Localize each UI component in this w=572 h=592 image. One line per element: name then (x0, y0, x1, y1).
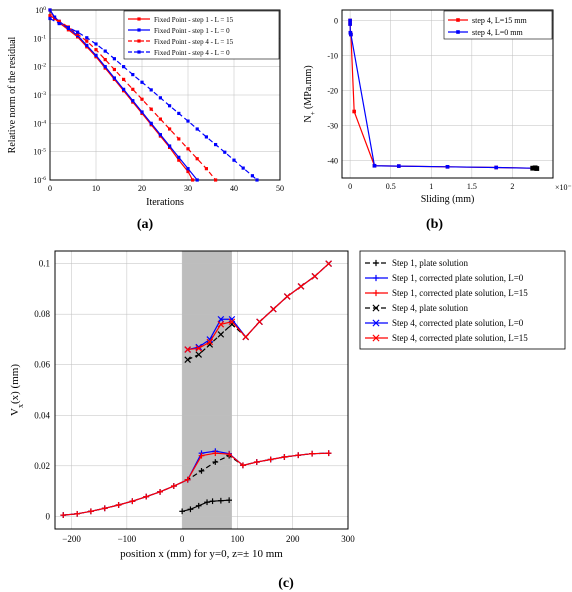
svg-text:100: 100 (35, 6, 46, 15)
svg-text:20: 20 (138, 184, 146, 193)
svg-text:−100: −100 (118, 534, 137, 544)
svg-text:10-2: 10-2 (33, 63, 46, 72)
svg-text:300: 300 (341, 534, 355, 544)
svg-text:0.08: 0.08 (34, 309, 50, 319)
svg-text:×10⁻²: ×10⁻² (555, 183, 572, 192)
svg-text:10-5: 10-5 (33, 148, 46, 157)
svg-text:1: 1 (429, 182, 433, 191)
panel-b: 0 0.5 1 1.5 2 0 -10 -20 -30 -40 Sliding (mm) ×10⁻² N… (297, 0, 572, 233)
figure: 0102030405010-610-510-410-310-210-1100It… (0, 0, 572, 592)
svg-text:10-6: 10-6 (33, 176, 46, 185)
svg-text:40: 40 (230, 184, 238, 193)
svg-text:0.5: 0.5 (386, 182, 396, 191)
svg-text:Step 4, corrected plate soluti: Step 4, corrected plate solution, L=15 (392, 333, 528, 343)
svg-text:0: 0 (48, 184, 52, 193)
chart-c: −200 −100 0 100 200 300 0 0.02 0.04 0.06 0.08 0.1 po… (0, 239, 572, 569)
svg-text:0.02: 0.02 (34, 461, 50, 471)
svg-text:Relative norm of the residual: Relative norm of the residual (7, 36, 18, 153)
caption-b: (b) (297, 217, 572, 233)
svg-text:10: 10 (92, 184, 100, 193)
panel-c: −200 −100 0 100 200 300 0 0.02 0.04 0.06 0.08 0.1 po… (0, 239, 572, 592)
svg-text:0.04: 0.04 (34, 410, 50, 420)
svg-text:Step 1, corrected plate soluti: Step 1, corrected plate solution, L=15 (392, 288, 528, 298)
svg-text:100: 100 (231, 534, 245, 544)
svg-text:Fixed Point - step 1 - L = 0: Fixed Point - step 1 - L = 0 (154, 27, 230, 35)
svg-text:0: 0 (348, 182, 352, 191)
svg-text:0: 0 (180, 534, 185, 544)
chart-a: 0 10 20 30 40 50 10-6 10-5 10-4 10-3 10-2 10-1 100 It… (0, 0, 290, 210)
svg-text:Vx(x) (mm): Vx(x) (mm) (9, 364, 25, 416)
svg-text:200: 200 (286, 534, 300, 544)
svg-text:Iterations: Iterations (146, 197, 184, 208)
svg-text:−200: −200 (62, 534, 81, 544)
svg-text:-20: -20 (327, 87, 338, 96)
svg-text:Step 1, corrected plate soluti: Step 1, corrected plate solution, L=0 (392, 273, 524, 283)
svg-text:0.06: 0.06 (34, 360, 50, 370)
svg-text:50: 50 (276, 184, 284, 193)
svg-text:Fixed Point - step 4 - L = 15: Fixed Point - step 4 - L = 15 (154, 38, 234, 46)
svg-text:N+ (MPa.mm): N+ (MPa.mm) (303, 65, 317, 122)
svg-text:-40: -40 (327, 157, 338, 166)
caption-c: (c) (0, 576, 572, 592)
svg-text:Sliding (mm): Sliding (mm) (421, 194, 475, 205)
svg-text:0.1: 0.1 (39, 259, 50, 269)
svg-text:10-3: 10-3 (33, 91, 46, 100)
svg-text:Fixed Point - step 1 - L = 15: Fixed Point - step 1 - L = 15 (154, 16, 234, 24)
svg-text:step 4, L=0 mm: step 4, L=0 mm (472, 28, 524, 37)
svg-text:position x (mm) for y=0, z=± 1: position x (mm) for y=0, z=± 10 mm (120, 548, 283, 560)
svg-text:10-1: 10-1 (33, 34, 46, 43)
top-row: 0102030405010-610-510-410-310-210-1100It… (0, 0, 572, 233)
svg-text:1.5: 1.5 (467, 182, 477, 191)
svg-text:0: 0 (46, 511, 51, 521)
svg-text:Step 4, plate solution: Step 4, plate solution (392, 303, 468, 313)
svg-text:10-4: 10-4 (33, 119, 46, 128)
svg-text:Step 4, corrected plate soluti: Step 4, corrected plate solution, L=0 (392, 318, 524, 328)
svg-text:-10: -10 (327, 52, 338, 61)
svg-text:0: 0 (334, 17, 338, 26)
caption-a: (a) (0, 217, 290, 233)
svg-text:step 4, L=15 mm: step 4, L=15 mm (472, 16, 528, 25)
chart-b: 0 0.5 1 1.5 2 0 -10 -20 -30 -40 Sliding (mm) ×10⁻² N… (297, 0, 572, 210)
svg-text:Step 1, plate solution: Step 1, plate solution (392, 258, 468, 268)
panel-a: 0 10 20 30 40 50 10-6 10-5 10-4 10-3 10-2 10-1 100 It… (0, 0, 290, 233)
svg-text:30: 30 (184, 184, 192, 193)
svg-text:-30: -30 (327, 122, 338, 131)
svg-text:2: 2 (510, 182, 514, 191)
svg-text:Fixed Point - step 4 - L = 0: Fixed Point - step 4 - L = 0 (154, 49, 230, 57)
